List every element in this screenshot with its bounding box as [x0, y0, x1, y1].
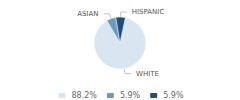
svg-text:HISPANIC: HISPANIC [132, 8, 165, 16]
svg-text:5.9%: 5.9% [120, 91, 141, 100]
svg-text:88.2%: 88.2% [71, 91, 97, 100]
svg-text:WHITE: WHITE [136, 70, 159, 78]
svg-text:5.9%: 5.9% [163, 91, 184, 100]
svg-text:ASIAN: ASIAN [77, 10, 98, 18]
